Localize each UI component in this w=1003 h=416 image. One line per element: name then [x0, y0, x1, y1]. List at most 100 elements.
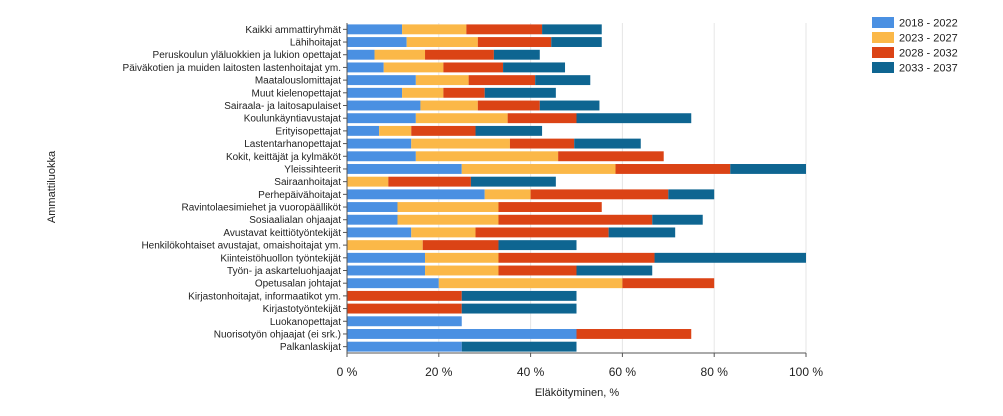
- bar-segment: [576, 329, 692, 339]
- x-axis-title: Eläköityminen, %: [535, 387, 620, 399]
- category-label: Päiväkotien ja muiden laitosten lastenho…: [123, 63, 341, 74]
- bar-segment: [415, 113, 508, 124]
- bar-segment: [347, 62, 384, 73]
- bar-segment: [443, 87, 485, 98]
- bar-segment: [654, 252, 806, 263]
- bar-segment: [425, 49, 494, 60]
- bar-segment: [388, 176, 471, 187]
- bar-segment: [542, 24, 602, 35]
- bar-segment: [461, 164, 616, 174]
- bar-segment: [470, 176, 556, 187]
- category-label: Erityisopettajat: [275, 126, 341, 137]
- bar-segment: [425, 265, 499, 276]
- bar-segment: [347, 75, 416, 86]
- bar-segment: [347, 202, 398, 212]
- category-label: Sairaanhoitajat: [274, 177, 341, 188]
- bar-segment: [461, 303, 577, 314]
- bar-segment: [347, 164, 462, 174]
- category-label: Maatalouslomittajat: [255, 76, 341, 87]
- bar-segment: [498, 252, 655, 263]
- bar-segment: [484, 87, 556, 98]
- bar-segment: [608, 227, 676, 238]
- bar-segment: [347, 290, 462, 301]
- legend-label: 2023 - 2027: [899, 33, 958, 45]
- x-tick-label: 80 %: [701, 365, 729, 379]
- bar-segment: [411, 125, 476, 136]
- axes: [343, 23, 807, 357]
- bar-segment: [347, 189, 485, 200]
- legend-label: 2028 - 2032: [899, 48, 958, 60]
- category-label: Kirjastonhoitajat, informaatikot ym.: [188, 291, 341, 302]
- bar-segment: [503, 62, 566, 73]
- bar-segment: [438, 278, 623, 289]
- category-label: Kiinteistöhuollon työntekijät: [220, 253, 341, 264]
- grid-lines: [346, 23, 807, 353]
- category-label: Avustavat keittiötyöntekijät: [223, 228, 341, 239]
- bar-segment: [509, 138, 575, 149]
- bar-segment: [347, 37, 407, 47]
- category-label: Luokanopettajat: [270, 317, 341, 328]
- bar-segment: [551, 37, 602, 47]
- category-label: Kokit, keittäjät ja kylmäköt: [226, 152, 341, 163]
- bar-segment: [730, 164, 806, 174]
- bar-segment: [347, 49, 375, 60]
- category-label: Sairaala- ja laitosapulaiset: [224, 101, 341, 112]
- bar-segment: [622, 278, 715, 289]
- x-tick-label: 40 %: [517, 365, 545, 379]
- bar-segment: [347, 176, 389, 187]
- bar-segment: [498, 240, 577, 251]
- bar-segment: [498, 202, 602, 212]
- bar-segment: [347, 329, 577, 339]
- bar-segment: [652, 214, 703, 225]
- bar-segment: [425, 252, 499, 263]
- category-label: Ravintolaesimiehet ja vuoropäälliköt: [181, 203, 341, 214]
- category-label: Koulunkäyntiavustajat: [244, 114, 342, 125]
- x-tick-label: 60 %: [609, 365, 637, 379]
- bar-segment: [475, 227, 609, 238]
- bar-segment: [535, 75, 591, 86]
- bar-segment: [443, 62, 504, 73]
- legend-label: 2018 - 2022: [899, 18, 958, 30]
- bar-segment: [507, 113, 577, 124]
- category-labels: Kaikki ammattiryhmät LähihoitajatPeruskou…: [123, 25, 342, 353]
- x-tick-labels: 0 % 20 % 40 % 60 % 80 % 100 %: [337, 365, 824, 379]
- bar-segment: [374, 49, 426, 60]
- category-label: Yleissihteerit: [284, 164, 341, 175]
- category-label: Opetusalan johtajat: [255, 279, 341, 290]
- bar-segment: [347, 316, 462, 327]
- bar-segment: [347, 252, 426, 263]
- bar-segment: [498, 265, 577, 276]
- bar-segment: [347, 125, 380, 136]
- bar-segment: [477, 100, 540, 111]
- bars: [347, 24, 806, 352]
- x-tick-label: 0 %: [337, 365, 358, 379]
- bar-segment: [468, 75, 536, 86]
- legend-swatch: [872, 62, 894, 73]
- bar-segment: [347, 227, 412, 238]
- x-tick-label: 100 %: [789, 365, 823, 379]
- legend: 2018 - 2022 2023 - 2027 2028 - 2032 2033 - …: [872, 17, 958, 75]
- category-label: Työn- ja askarteluohjaajat: [227, 266, 341, 277]
- bar-segment: [347, 87, 403, 98]
- bar-segment: [397, 214, 499, 225]
- bar-segment: [576, 113, 692, 124]
- bar-segment: [402, 24, 467, 35]
- bar-segment: [347, 113, 416, 124]
- bar-segment: [493, 49, 540, 60]
- bar-segment: [347, 151, 416, 162]
- bar-segment: [576, 265, 653, 276]
- bar-segment: [347, 265, 426, 276]
- bar-segment: [347, 240, 423, 251]
- legend-swatch: [872, 32, 894, 43]
- bar-segment: [475, 125, 543, 136]
- category-label: Kaikki ammattiryhmät: [245, 25, 341, 36]
- category-label: Muut kielenopettajat: [251, 88, 341, 99]
- bar-segment: [397, 202, 499, 212]
- bar-segment: [379, 125, 412, 136]
- bar-segment: [574, 138, 641, 149]
- bar-segment: [406, 37, 478, 47]
- legend-swatch: [872, 47, 894, 58]
- bar-segment: [347, 100, 421, 111]
- bar-segment: [347, 303, 462, 314]
